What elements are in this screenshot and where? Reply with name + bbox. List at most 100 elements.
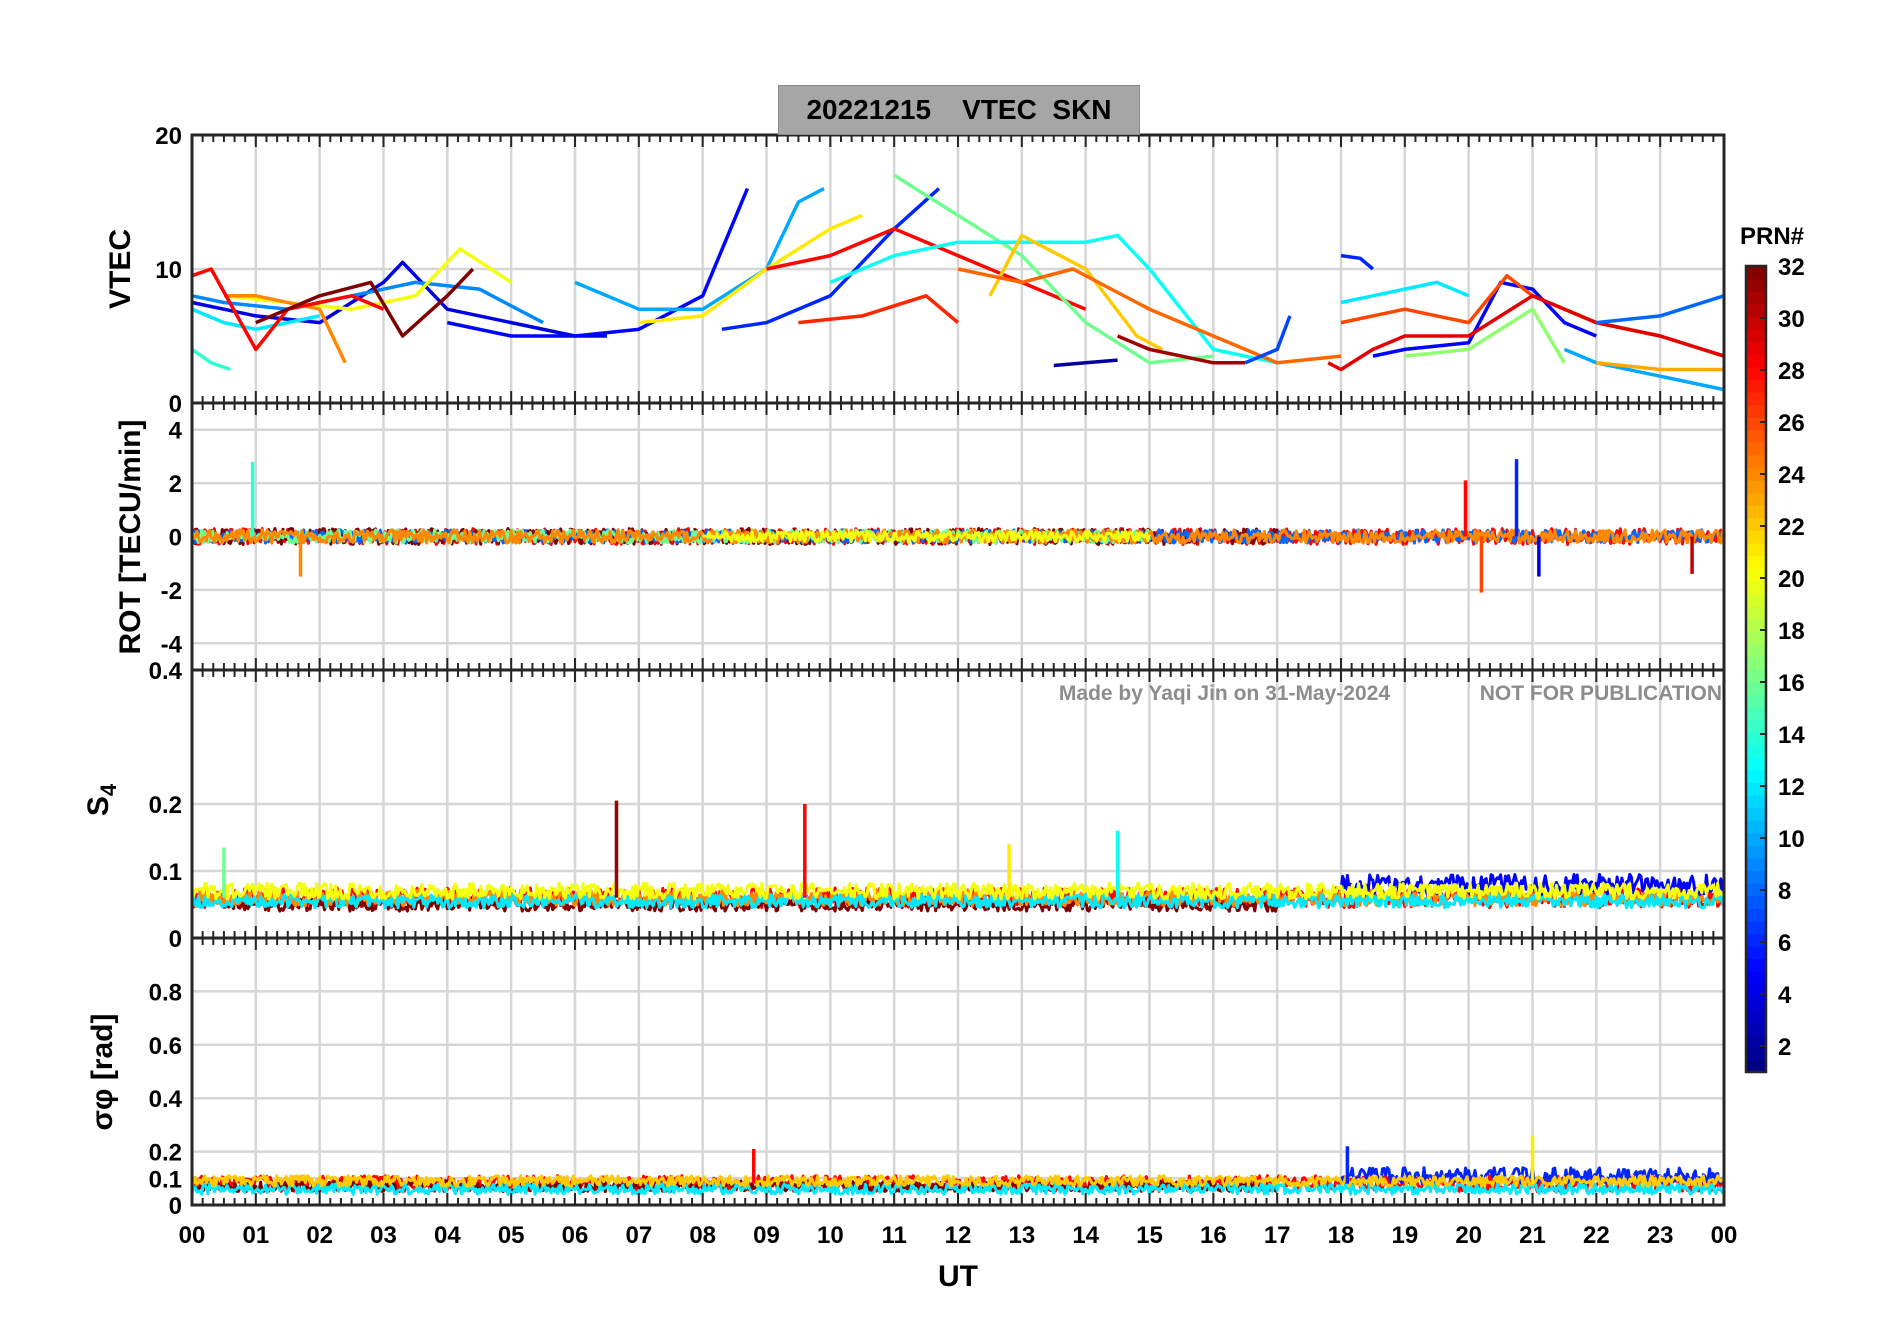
colorbar-segment	[1746, 845, 1766, 859]
colorbar-segment	[1746, 568, 1766, 582]
vtec-series-line	[1404, 307, 1566, 364]
colorbar-tick-label: 4	[1778, 982, 1792, 1009]
colorbar-segment	[1746, 417, 1766, 431]
vtec-series-line	[829, 233, 1278, 365]
colorbar-segment	[1746, 606, 1766, 620]
colorbar-tick-label: 24	[1778, 462, 1805, 489]
panel-sigma_phi-ytick-label: 0.8	[149, 979, 182, 1006]
colorbar-tick-label: 2	[1778, 1034, 1791, 1061]
colorbar-segment	[1746, 291, 1766, 305]
vtec-series-line	[766, 227, 1087, 311]
colorbar-segment	[1746, 354, 1766, 368]
colorbar-segment	[1746, 946, 1766, 960]
vtec-series-line	[1244, 315, 1292, 365]
colorbar-segment	[1746, 920, 1766, 935]
colorbar-segment	[1746, 404, 1766, 418]
colorbar-segment	[1746, 593, 1766, 607]
panel-rot-ytick-label: 0	[169, 525, 182, 552]
colorbar-segment	[1746, 694, 1766, 708]
x-tick-label: 21	[1519, 1222, 1546, 1249]
s4-series-trace	[190, 881, 1726, 901]
colorbar-tick-label: 26	[1778, 410, 1805, 437]
colorbar-segment	[1746, 467, 1766, 481]
title-station: SKN	[1052, 94, 1112, 125]
figure-title: 20221215 VTEC SKN	[778, 85, 1140, 135]
colorbar-tick-label: 28	[1778, 358, 1805, 385]
colorbar-segment	[1746, 820, 1766, 834]
panel-sigma_phi-ytick-label: 0	[169, 1193, 182, 1220]
watermark-note: NOT FOR PUBLICATION	[1480, 682, 1722, 705]
panel-sigma_phi-ytick-label: 0.4	[149, 1086, 183, 1113]
colorbar-segment	[1746, 341, 1766, 355]
colorbar-segment	[1746, 744, 1766, 758]
x-tick-label: 20	[1455, 1222, 1482, 1249]
panel-vtec-ytick-label: 20	[155, 123, 182, 150]
vtec-series-line	[893, 173, 1214, 365]
vtec-series-line	[191, 260, 607, 338]
x-tick-label: 05	[498, 1222, 525, 1249]
x-tick-label: 14	[1072, 1222, 1099, 1249]
colorbar-frame	[1744, 264, 1768, 1074]
colorbar-segment	[1746, 366, 1766, 380]
rot-ylabel: ROT [TECU/min]	[114, 420, 147, 655]
vtec-series-line	[1116, 334, 1246, 365]
colorbar-segment	[1746, 883, 1766, 897]
panel-s4-ytick-label: 0.2	[149, 792, 182, 819]
colorbar-segment	[1746, 454, 1766, 469]
colorbar-segment	[1746, 278, 1766, 292]
colorbar-segment	[1746, 996, 1766, 1010]
x-tick-label: 04	[434, 1222, 461, 1249]
panel-s4-ytick-label: 0	[169, 926, 182, 953]
vtec-series-line	[1563, 347, 1725, 392]
colorbar-segment	[1746, 631, 1766, 645]
x-tick-label: 19	[1391, 1222, 1418, 1249]
panel-s4-ytick-label: 0.4	[149, 658, 183, 685]
colorbar-segment	[1746, 530, 1766, 544]
x-tick-label: 18	[1328, 1222, 1355, 1249]
panel-rot-ytick-label: 4	[169, 418, 183, 445]
panel-sigma_phi-ytick-label: 0.6	[149, 1033, 182, 1060]
x-tick-label: 23	[1647, 1222, 1674, 1249]
colorbar-segment	[1746, 832, 1766, 846]
vtec-series-line	[721, 187, 941, 332]
colorbar-segment	[1746, 580, 1766, 595]
colorbar-tick-label: 32	[1778, 254, 1805, 281]
colorbar-segment	[1746, 870, 1766, 884]
panel-rot-ytick-label: 2	[169, 471, 182, 498]
colorbar-segment	[1746, 1009, 1766, 1023]
colorbar-segment	[1746, 328, 1766, 343]
colorbar-title: PRN#	[1740, 223, 1804, 250]
panel-sigma_phi-ytick-label: 0.1	[149, 1166, 182, 1193]
colorbar-tick-label: 16	[1778, 670, 1805, 697]
colorbar-segment	[1746, 656, 1766, 670]
colorbar-segment	[1746, 391, 1766, 406]
sigma_phi-series-trace	[190, 1182, 1726, 1196]
colorbar-segment	[1746, 266, 1766, 280]
vtec-series-line	[988, 233, 1164, 351]
colorbar-segment	[1746, 517, 1766, 532]
colorbar-segment	[1746, 731, 1766, 746]
colorbar-segment	[1746, 1034, 1766, 1048]
panel-rot-ytick-label: -4	[161, 631, 183, 658]
colorbar-tick-label: 6	[1778, 930, 1791, 957]
colorbar-segment	[1746, 379, 1766, 393]
colorbar-tick-label: 30	[1778, 306, 1805, 333]
colorbar-tick-label: 20	[1778, 566, 1805, 593]
colorbar-segment	[1746, 1021, 1766, 1035]
panel-sigma_phi-ytick-label: 0.2	[149, 1140, 182, 1167]
x-tick-label: 16	[1200, 1222, 1227, 1249]
vtec-series-line	[255, 267, 475, 338]
colorbar-segment	[1746, 1046, 1766, 1061]
colorbar-segment	[1746, 492, 1766, 506]
vtec-series-line	[190, 347, 231, 372]
colorbar-segment	[1746, 958, 1766, 972]
x-tick-label: 12	[945, 1222, 972, 1249]
colorbar-segment	[1746, 618, 1766, 632]
colorbar-segment	[1746, 442, 1766, 456]
panel-rot-ytick-label: -2	[161, 578, 182, 605]
colorbar-segment	[1746, 895, 1766, 909]
x-tick-label: 01	[242, 1222, 269, 1249]
x-tick-label: 00	[1711, 1222, 1738, 1249]
colorbar-segment	[1746, 908, 1766, 922]
